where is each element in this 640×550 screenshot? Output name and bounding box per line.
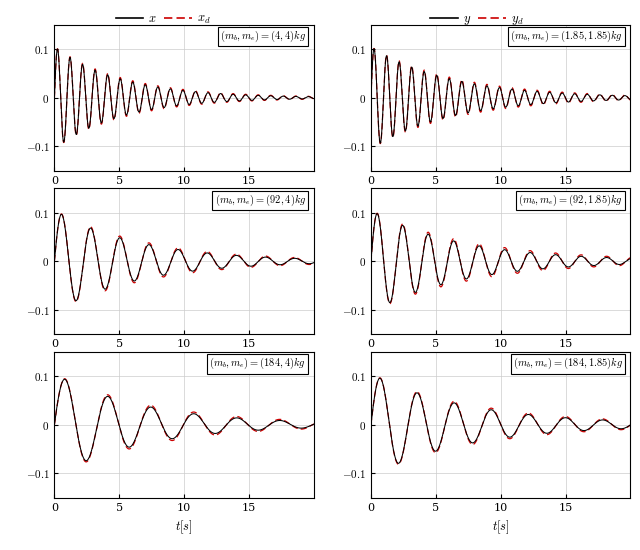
X-axis label: $t[s]$: $t[s]$: [175, 518, 193, 536]
X-axis label: $t[s]$: $t[s]$: [492, 518, 509, 536]
Text: $(m_b, m_e) = (184, 1.85)kg$: $(m_b, m_e) = (184, 1.85)kg$: [513, 356, 623, 371]
Text: $(m_b, m_e) = (4, 4)kg$: $(m_b, m_e) = (4, 4)kg$: [220, 29, 306, 45]
Text: $(m_b, m_e) = (184, 4)kg$: $(m_b, m_e) = (184, 4)kg$: [209, 356, 306, 371]
Text: $(m_b, m_e) = (92, 1.85)kg$: $(m_b, m_e) = (92, 1.85)kg$: [518, 192, 623, 208]
Text: $(m_b, m_e) = (1.85, 1.85)kg$: $(m_b, m_e) = (1.85, 1.85)kg$: [509, 29, 623, 45]
Text: $(m_b, m_e) = (92, 4)kg$: $(m_b, m_e) = (92, 4)kg$: [214, 192, 306, 208]
Legend: $x$, $x_d$: $x$, $x_d$: [111, 7, 216, 31]
Legend: $y$, $y_d$: $y$, $y_d$: [425, 7, 529, 32]
